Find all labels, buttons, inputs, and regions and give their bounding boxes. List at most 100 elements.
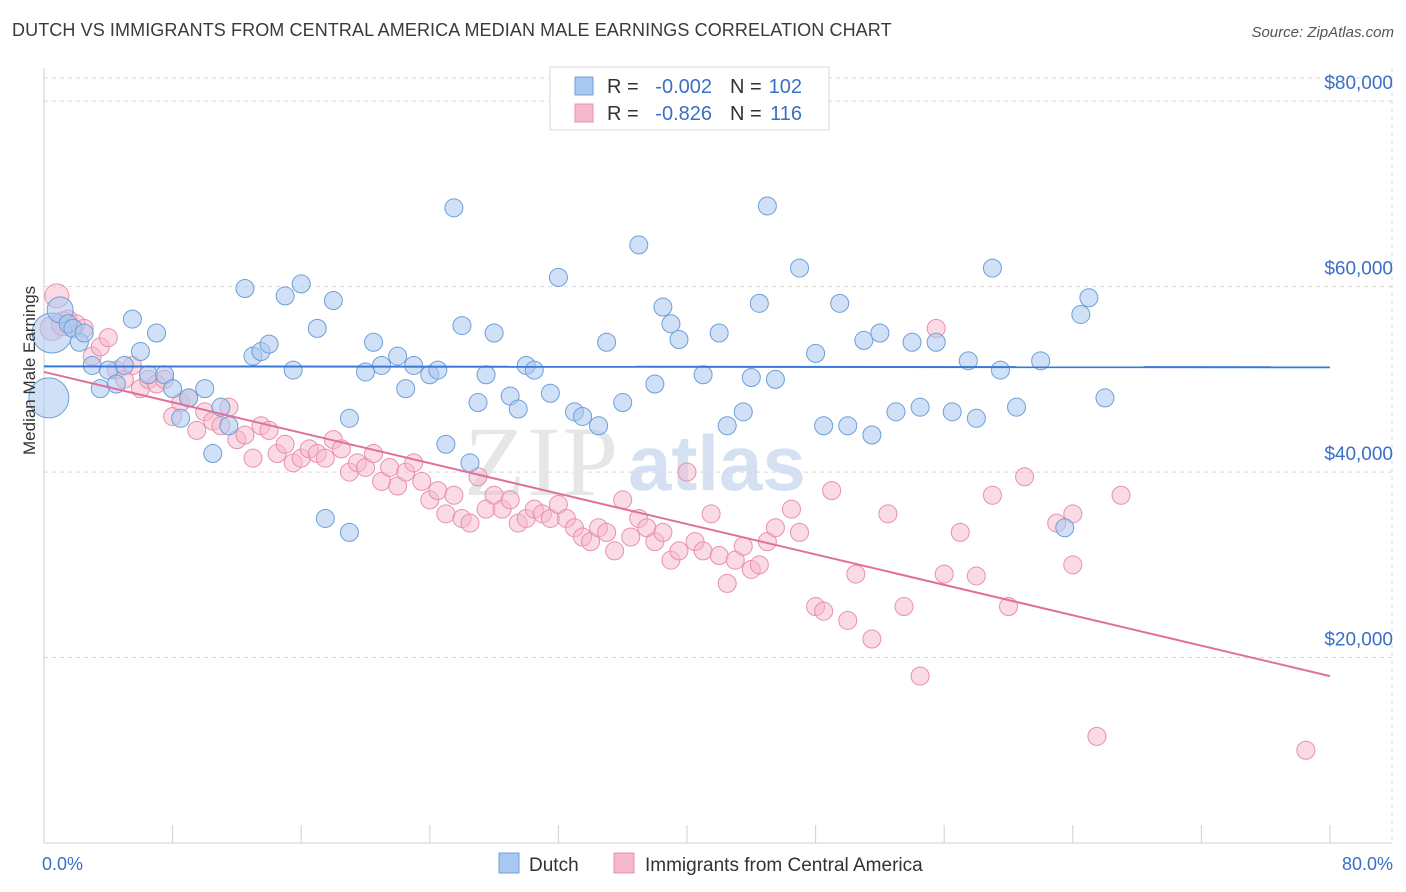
legend-series: Dutch Immigrants from Central America xyxy=(498,852,923,876)
legend-r-label: R = xyxy=(607,76,639,98)
dutch-point xyxy=(315,508,335,528)
dutch-point xyxy=(444,198,464,218)
dutch-point xyxy=(1071,304,1091,324)
ca-point xyxy=(677,462,697,482)
legend-r-value: -0.826 xyxy=(655,103,712,125)
ca-point xyxy=(315,448,335,468)
dutch-point xyxy=(28,377,70,419)
legend-stats: R = -0.002 N = 102 R = -0.826 N = 116 xyxy=(549,66,830,131)
y-tick-label: $80,000 xyxy=(1324,73,1393,94)
ca-point xyxy=(846,564,866,584)
dutch-point xyxy=(540,383,560,403)
dutch-point xyxy=(452,316,472,336)
legend-n-label: N = xyxy=(730,103,762,125)
dutch-point xyxy=(235,278,255,298)
legend-swatch xyxy=(574,76,594,96)
chart-title: DUTCH VS IMMIGRANTS FROM CENTRAL AMERICA… xyxy=(12,20,892,40)
ca-point xyxy=(444,485,464,505)
dutch-point xyxy=(990,360,1010,380)
dutch-point xyxy=(130,342,150,362)
ca-point xyxy=(862,629,882,649)
y-tick-label: $40,000 xyxy=(1324,444,1393,465)
x-tick-label-min: 0.0% xyxy=(42,854,83,874)
dutch-point xyxy=(693,365,713,385)
dutch-point xyxy=(259,334,279,354)
dutch-point xyxy=(573,406,593,426)
ca-point xyxy=(404,453,424,473)
ca-point xyxy=(950,522,970,542)
ca-point xyxy=(781,499,801,519)
dutch-point xyxy=(709,323,729,343)
dutch-point xyxy=(339,408,359,428)
dutch-point xyxy=(275,286,295,306)
legend-n-value: 116 xyxy=(770,103,802,125)
y-tick-label: $20,000 xyxy=(1324,630,1393,651)
dutch-point xyxy=(806,343,826,363)
ca-point xyxy=(235,425,255,445)
dutch-point xyxy=(886,402,906,422)
ca-point xyxy=(500,490,520,510)
ca-point xyxy=(693,541,713,561)
dutch-point xyxy=(404,355,424,375)
dutch-point xyxy=(307,318,327,338)
legend-r-label: R = xyxy=(607,103,639,125)
ca-point xyxy=(621,527,641,547)
dutch-point xyxy=(629,235,649,255)
dutch-point xyxy=(790,258,810,278)
ca-point xyxy=(1296,740,1316,760)
ca-point xyxy=(243,448,263,468)
ca-point xyxy=(765,518,785,538)
ca-point xyxy=(187,420,207,440)
dutch-point xyxy=(484,323,504,343)
dutch-point xyxy=(982,258,1002,278)
ca-point xyxy=(412,471,432,491)
x-tick-label-max: 80.0% xyxy=(1342,854,1393,874)
dutch-point xyxy=(1055,518,1075,538)
ca-point xyxy=(749,555,769,575)
dutch-point xyxy=(653,297,673,317)
ca-point xyxy=(669,541,689,561)
dutch-point xyxy=(613,393,633,413)
y-axis-title: Median Male Earnings xyxy=(20,285,39,455)
dutch-point xyxy=(749,293,769,313)
ca-point xyxy=(436,504,456,524)
ca-point xyxy=(790,522,810,542)
axis-layer: $20,000 $40,000 $60,000 $80,000 0.0% 80.0% xyxy=(42,68,1393,874)
ca-point xyxy=(934,564,954,584)
dutch-point xyxy=(428,360,448,380)
legend-label-ca: Immigrants from Central America xyxy=(645,855,923,876)
dutch-point xyxy=(396,379,416,399)
grid-layer xyxy=(44,68,1393,843)
dutch-point xyxy=(830,293,850,313)
ca-point xyxy=(814,601,834,621)
ca-point xyxy=(878,504,898,524)
dutch-point xyxy=(910,397,930,417)
dutch-point xyxy=(524,360,544,380)
ca-point xyxy=(653,522,673,542)
dutch-point xyxy=(1079,288,1099,308)
ca-point xyxy=(597,522,617,542)
ca-point xyxy=(275,434,295,454)
dutch-point xyxy=(733,402,753,422)
dutch-point xyxy=(757,196,777,216)
ca-point xyxy=(838,610,858,630)
ca-point xyxy=(822,481,842,501)
dutch-point xyxy=(661,314,681,334)
dutch-point xyxy=(460,453,480,473)
ca-point xyxy=(966,566,986,586)
dutch-point xyxy=(597,332,617,352)
trend-lines xyxy=(43,365,1331,678)
dutch-point xyxy=(74,323,94,343)
ca-point xyxy=(428,481,448,501)
dutch-point xyxy=(163,379,183,399)
ca-point xyxy=(380,457,400,477)
ca-point xyxy=(331,439,351,459)
dutch-point xyxy=(1031,351,1051,371)
dutch-point xyxy=(942,402,962,422)
legend-swatch xyxy=(574,103,594,123)
dutch-point xyxy=(814,416,834,436)
ca-point xyxy=(605,541,625,561)
dutch-point xyxy=(388,346,408,366)
dutch-point xyxy=(219,416,239,436)
dutch-point xyxy=(854,330,874,350)
